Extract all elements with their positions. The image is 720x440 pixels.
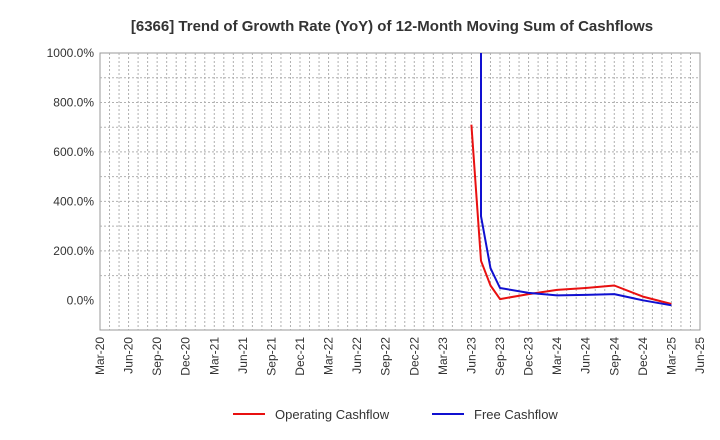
y-tick-label: 800.0% — [53, 95, 94, 109]
x-axis-ticks: Mar-20 Jun-20 Sep-20 Dec-20 Mar-21 Jun-21 Sep-… — [93, 337, 707, 376]
y-tick-label: 0.0% — [67, 293, 95, 307]
y-axis-ticks: 0.0% 200.0% 400.0% 600.0% 800.0% 1000.0% — [47, 46, 95, 307]
x-tick-label: Mar-20 — [93, 337, 107, 375]
legend-item-free-cashflow: Free Cashflow — [432, 407, 558, 422]
x-tick-label: Mar-23 — [436, 337, 450, 375]
x-tick-label: Jun-23 — [464, 337, 478, 374]
legend-item-operating-cashflow: Operating Cashflow — [233, 407, 390, 422]
x-tick-label: Mar-24 — [550, 337, 564, 375]
y-tick-label: 200.0% — [53, 244, 94, 258]
series-lines — [470, 53, 672, 307]
x-tick-label: Sep-21 — [264, 337, 278, 376]
x-tick-label: Dec-23 — [522, 337, 536, 376]
x-tick-label: Jun-25 — [693, 337, 707, 374]
x-tick-label: Jun-24 — [579, 337, 593, 374]
x-tick-label: Sep-24 — [607, 337, 621, 376]
x-tick-label: Sep-22 — [379, 337, 393, 376]
free-cashflow-line — [480, 53, 672, 307]
y-tick-label: 1000.0% — [47, 46, 95, 60]
chart-title: [6366] Trend of Growth Rate (YoY) of 12-… — [131, 18, 653, 35]
y-tick-label: 600.0% — [53, 145, 94, 159]
y-tick-label: 400.0% — [53, 194, 94, 208]
grid-lines — [100, 53, 700, 330]
x-tick-label: Jun-21 — [236, 337, 250, 374]
x-tick-label: Dec-20 — [179, 337, 193, 376]
plot-area — [99, 52, 701, 331]
x-tick-label: Mar-22 — [322, 337, 336, 375]
x-tick-label: Mar-25 — [664, 337, 678, 375]
legend: Operating Cashflow Free Cashflow — [233, 407, 558, 422]
legend-label-operating-cashflow: Operating Cashflow — [275, 407, 390, 422]
x-tick-label: Dec-22 — [407, 337, 421, 376]
x-tick-label: Jun-20 — [122, 337, 136, 374]
operating-cashflow-line — [470, 124, 672, 305]
x-tick-label: Jun-22 — [350, 337, 364, 374]
x-tick-label: Mar-21 — [207, 337, 221, 375]
legend-label-free-cashflow: Free Cashflow — [474, 407, 558, 422]
x-tick-label: Sep-20 — [150, 337, 164, 376]
x-tick-label: Sep-23 — [493, 337, 507, 376]
x-tick-label: Dec-21 — [293, 337, 307, 376]
x-tick-label: Dec-24 — [636, 337, 650, 376]
